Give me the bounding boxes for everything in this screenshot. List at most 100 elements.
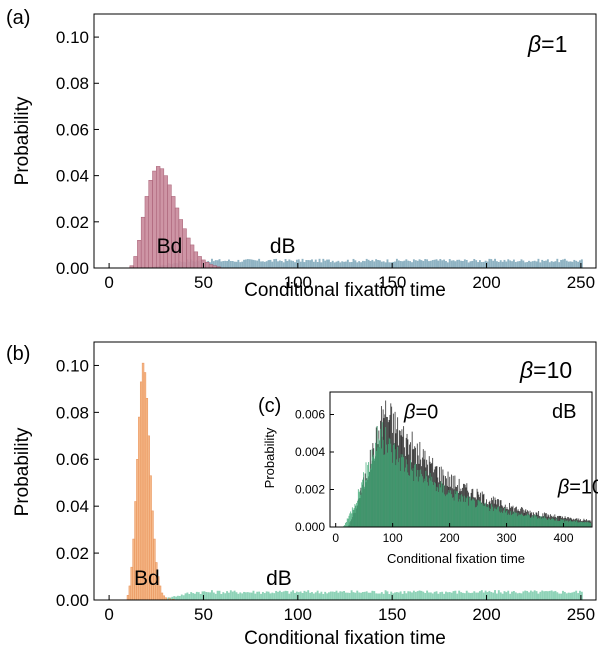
dB-bar <box>261 261 264 268</box>
beta10-bar <box>439 484 440 527</box>
beta10-bar <box>469 496 471 527</box>
beta10-bar <box>478 500 480 527</box>
beta10-bar <box>414 464 416 527</box>
beta10-bar <box>521 513 522 527</box>
dB-bar <box>273 593 276 600</box>
dB-bar <box>263 593 266 600</box>
dB-bar <box>244 259 247 268</box>
beta10-bar <box>422 482 424 527</box>
beta10-bar <box>537 518 539 527</box>
dB-bar <box>411 262 413 268</box>
dB-bar <box>562 590 564 600</box>
dB-bar <box>311 592 313 600</box>
panel-c-inset: (c) 0 100 200 300 400 0.000 0.002 0.004 0.006 C… <box>254 388 598 570</box>
beta10-bar <box>429 472 431 527</box>
beta10-bar <box>361 482 363 527</box>
dB-bar <box>458 590 461 600</box>
dB-bar <box>335 261 338 268</box>
beta10-bar <box>492 511 494 527</box>
dB-bar <box>520 593 523 600</box>
beta10-bar <box>389 438 391 527</box>
dB-bar <box>297 592 300 600</box>
dB-bar <box>348 592 351 600</box>
beta10-bar <box>563 521 565 527</box>
beta10-bar <box>406 464 408 527</box>
beta10-bar <box>509 514 510 527</box>
dB-bar <box>380 592 383 600</box>
dB-bar <box>501 261 504 268</box>
dB-bar <box>405 593 408 600</box>
dB-bar <box>435 591 438 600</box>
dB-bar <box>277 261 279 268</box>
panel-a-frame <box>93 13 597 269</box>
beta10-bar <box>374 442 376 527</box>
dB-bar <box>356 262 359 268</box>
y-tick-label: 0.006 <box>295 408 325 422</box>
beta10-bar <box>404 467 406 527</box>
dB-bar <box>580 259 583 268</box>
dB-bar <box>437 260 440 268</box>
beta10-bar <box>560 519 562 527</box>
y-tick-label: 0.02 <box>56 213 89 232</box>
beta10-bar <box>547 519 549 527</box>
dB-bar <box>531 261 534 268</box>
dB-bar <box>333 262 336 268</box>
dB-bar <box>278 260 281 268</box>
beta10-bar <box>573 521 575 527</box>
dB-bar <box>303 590 306 600</box>
dB-bar <box>486 592 489 600</box>
x-tick-label: 250 <box>567 605 595 624</box>
dB-bar <box>528 260 530 268</box>
beta10-bar <box>372 456 374 527</box>
dB-bar <box>401 593 404 600</box>
dB-bar <box>392 261 395 268</box>
beta10-bar <box>346 518 348 527</box>
dB-bar <box>478 260 481 268</box>
beta10-bar <box>377 447 379 527</box>
dB-bar <box>316 262 319 268</box>
beta10-bar <box>543 518 545 527</box>
beta10-bar <box>489 510 491 527</box>
beta10-bar <box>505 511 507 527</box>
beta10-bar <box>481 502 483 527</box>
dB-bar <box>541 590 544 600</box>
dB-bar <box>235 592 238 600</box>
beta10-bar <box>459 495 461 527</box>
dB-bar <box>292 590 295 600</box>
dB-bar <box>475 592 478 600</box>
dB-bar <box>218 259 221 268</box>
beta10-bar <box>399 470 401 527</box>
beta10-bar <box>553 519 555 527</box>
panel-c-label: (c) <box>258 395 281 417</box>
beta10-bar <box>576 520 578 527</box>
beta10-bar <box>453 500 455 527</box>
dB-bar <box>214 260 217 268</box>
beta10-bar <box>356 502 358 527</box>
dB-bar <box>460 260 463 268</box>
x-tick-label: 200 <box>472 605 500 624</box>
dB-bar <box>499 260 502 268</box>
Bd-bar <box>182 228 187 269</box>
dB-bar <box>288 259 291 268</box>
dB-bar <box>369 260 372 268</box>
beta10-bar <box>354 504 356 527</box>
dB-bar <box>331 591 334 600</box>
beta10-bar <box>431 476 433 527</box>
dB-bar <box>354 260 357 268</box>
beta10-bar <box>369 471 370 527</box>
panel-b-beta-symbol: β <box>519 357 533 383</box>
beta10-bar <box>363 472 364 527</box>
panel-a-beta-value: =1 <box>541 31 567 57</box>
beta10-bar <box>463 495 465 527</box>
beta10-bar <box>379 440 381 527</box>
dB-bar <box>220 261 223 268</box>
beta10-bar <box>450 490 452 527</box>
beta10-bar <box>391 452 393 527</box>
beta10-bar <box>498 511 500 527</box>
panel-a-beta-symbol: β <box>527 31 541 57</box>
dB-bar <box>429 592 432 600</box>
dB-bar <box>175 596 178 600</box>
beta10-bar <box>496 509 498 527</box>
dB-bar <box>322 593 325 600</box>
